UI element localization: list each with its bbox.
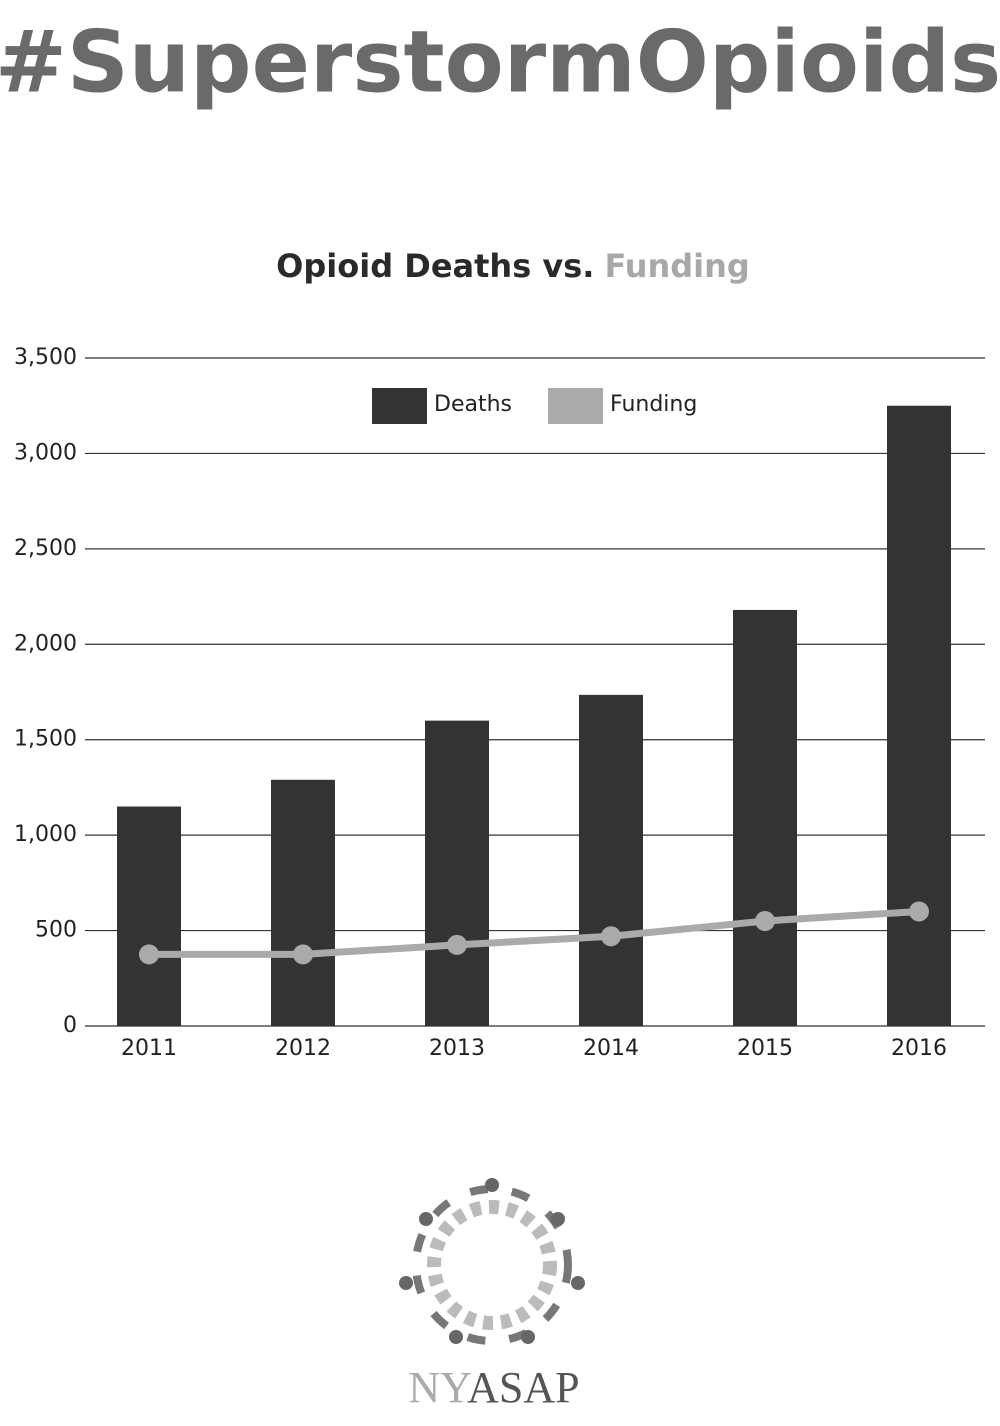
logo-dot <box>521 1330 535 1344</box>
bar <box>579 694 643 1026</box>
x-tick-label: 2011 <box>121 1036 177 1061</box>
x-tick-label: 2016 <box>891 1036 947 1061</box>
line-point <box>447 934 467 955</box>
legend-swatch <box>548 388 603 424</box>
line-point <box>909 901 929 922</box>
x-tick-label: 2014 <box>583 1036 639 1061</box>
y-tick-label: 2,000 <box>14 631 77 656</box>
chart-title-part: Opioid Deaths vs. <box>276 247 594 285</box>
bar <box>733 609 797 1026</box>
x-tick-label: 2015 <box>737 1036 793 1061</box>
bar <box>425 720 489 1026</box>
chart-title-part: Funding <box>604 247 749 285</box>
x-tick-label: 2013 <box>429 1036 485 1061</box>
line-point <box>293 944 313 965</box>
y-tick-label: 3,500 <box>14 345 77 370</box>
logo-text-part: NY <box>408 1363 471 1412</box>
legend-label: Funding <box>610 392 697 417</box>
x-tick-label: 2012 <box>275 1036 331 1061</box>
line-point <box>139 944 159 965</box>
logo-dot <box>399 1276 413 1290</box>
logo-dot <box>419 1212 433 1226</box>
line-point <box>601 926 621 947</box>
logo-dot <box>551 1212 565 1226</box>
logo-text-part: ASAP <box>467 1363 580 1412</box>
bar <box>117 806 181 1026</box>
y-tick-label: 500 <box>35 918 77 943</box>
logo-dot <box>485 1178 499 1192</box>
chart-title: Opioid Deaths vs. Funding <box>276 247 750 285</box>
logo <box>399 1178 585 1345</box>
logo-ring <box>427 1200 557 1330</box>
logo-dot <box>449 1330 463 1344</box>
logo-text: NYASAP <box>408 1363 579 1412</box>
y-tick-label: 1,000 <box>14 822 77 847</box>
line-point <box>755 911 775 932</box>
logo-dot <box>571 1276 585 1290</box>
page-title: #SuperstormOpioids <box>0 12 1000 112</box>
legend-swatch <box>372 388 427 424</box>
y-tick-label: 2,500 <box>14 536 77 561</box>
bar <box>887 405 951 1026</box>
line <box>149 907 920 958</box>
y-tick-label: 0 <box>63 1013 77 1038</box>
legend-label: Deaths <box>434 392 512 417</box>
y-tick-label: 3,000 <box>14 440 77 465</box>
bar <box>271 779 335 1026</box>
y-tick-label: 1,500 <box>14 727 77 752</box>
logo-ring <box>412 1185 572 1345</box>
